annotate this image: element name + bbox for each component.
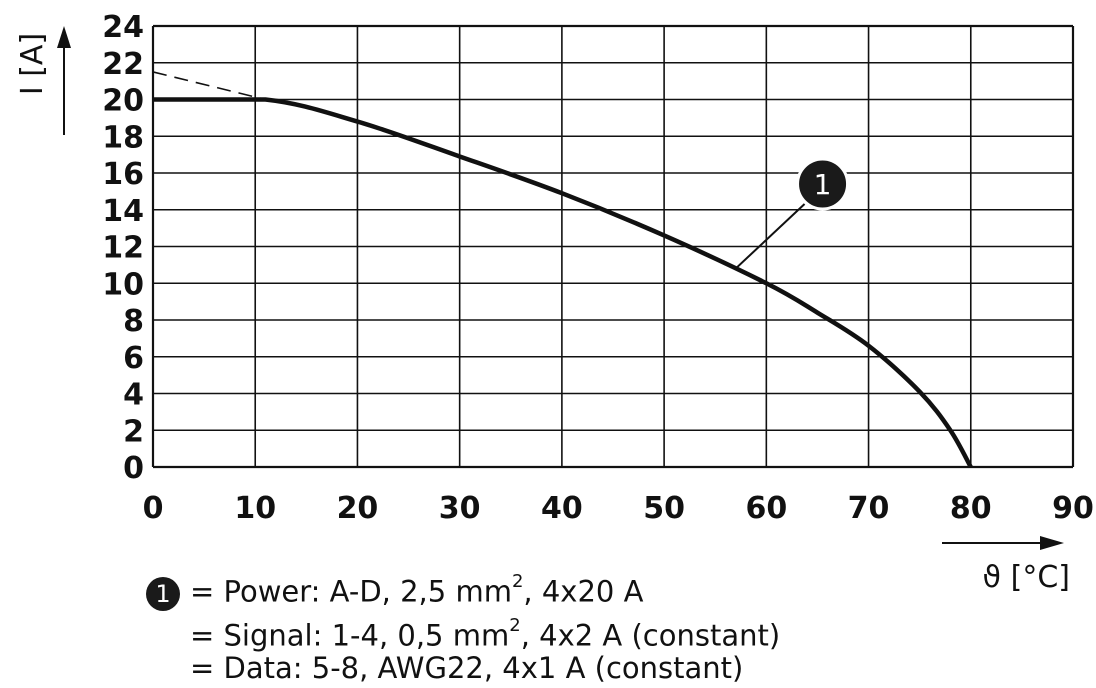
legend-line-1: 1 = Power: A-D, 2,5 mm2, 4x20 A	[146, 566, 643, 612]
y-tick-label-18: 18	[102, 120, 144, 155]
x-axis-arrowhead	[1040, 536, 1064, 550]
x-tick-label-40: 40	[541, 491, 583, 526]
y-axis-arrowhead	[57, 26, 71, 48]
x-tick-label-0: 0	[143, 491, 164, 526]
annotation-marker-label: 1	[814, 168, 832, 201]
legend-text-1b: , 4x20 A	[523, 574, 644, 609]
grid-lines	[151, 24, 1075, 469]
x-tick-label-10: 10	[234, 491, 276, 526]
y-tick-label-2: 2	[123, 414, 144, 449]
legend-sup-1: 2	[511, 571, 524, 592]
legend-line-3: = Data: 5-8, AWG22, 4x1 A (constant)	[190, 648, 743, 688]
legend-text-3: = Data: 5-8, AWG22, 4x1 A (constant)	[190, 651, 744, 685]
x-axis-label: ϑ [°C]	[983, 560, 1070, 595]
annotation-leader-line	[734, 203, 806, 270]
legend-sup-2: 2	[509, 615, 521, 636]
x-tick-label-30: 30	[439, 491, 481, 526]
y-tick-label-6: 6	[123, 341, 144, 376]
x-tick-label-20: 20	[337, 491, 379, 526]
y-tick-label-20: 20	[102, 84, 144, 119]
y-tick-label-22: 22	[102, 47, 144, 82]
x-tick-label-60: 60	[745, 491, 787, 526]
x-tick-label-50: 50	[643, 491, 685, 526]
legend-line-2: = Signal: 1-4, 0,5 mm2, 4x2 A (constant)	[190, 610, 780, 656]
legend-text-2b: , 4x2 A (constant)	[520, 618, 781, 653]
y-tick-label-8: 8	[123, 304, 144, 339]
x-tick-label-90: 90	[1052, 491, 1094, 526]
x-tick-label-80: 80	[950, 491, 992, 526]
y-tick-label-12: 12	[102, 231, 144, 266]
legend-marker: 1	[146, 576, 180, 611]
y-tick-label-4: 4	[123, 378, 144, 413]
y-tick-label-10: 10	[102, 267, 144, 302]
y-axis-label: I [A]	[15, 33, 50, 95]
x-tick-label-70: 70	[848, 491, 890, 526]
series-line-derating-curve	[153, 97, 973, 469]
y-tick-label-0: 0	[123, 451, 144, 486]
y-tick-label-14: 14	[102, 194, 144, 229]
series-line-dashed	[152, 71, 266, 101]
annotation-marker	[796, 157, 850, 211]
legend-text-1: = Power: A-D, 2,5 mm	[190, 574, 512, 609]
y-tick-label-16: 16	[102, 157, 144, 192]
series-lines	[152, 71, 973, 469]
y-tick-label-24: 24	[102, 10, 144, 45]
legend-text-2: = Signal: 1-4, 0,5 mm	[190, 618, 510, 653]
